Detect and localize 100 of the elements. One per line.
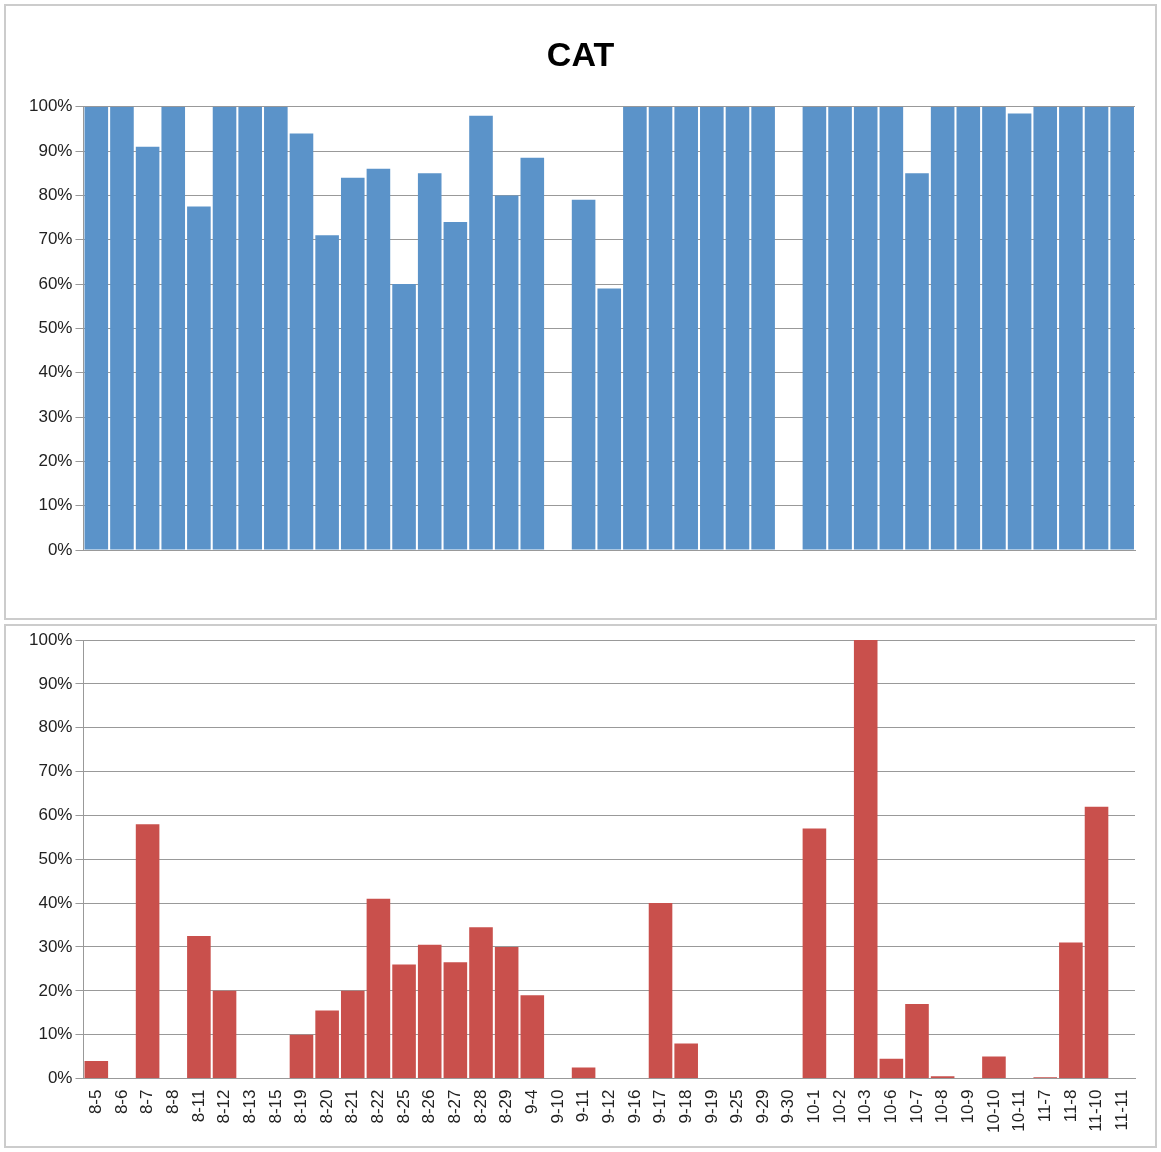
x-tick-label: 8-27 (445, 1089, 465, 1124)
y-tick-label: 10% (38, 495, 73, 515)
y-tick-label: 80% (38, 717, 73, 737)
bar (597, 288, 622, 550)
x-tick-label: 10-3 (855, 1089, 875, 1124)
x-tick-label: 8-20 (316, 1089, 336, 1124)
bar (340, 990, 365, 1079)
bar (982, 1056, 1006, 1079)
bar (905, 1003, 929, 1079)
x-tick-label: 11-8 (1060, 1089, 1080, 1123)
bar (1033, 106, 1058, 550)
x-tick-label: 10-7 (906, 1089, 926, 1124)
bar (674, 106, 698, 550)
bar (469, 115, 493, 550)
bar (700, 106, 724, 550)
y-tick-label: 100% (29, 96, 73, 116)
x-tick-label: 10-8 (932, 1089, 952, 1124)
bar (84, 1060, 109, 1079)
x-tick-label: 9-12 (598, 1089, 618, 1124)
bar (956, 106, 981, 550)
bar (392, 284, 416, 550)
x-tick-label: 9-16 (624, 1089, 644, 1124)
y-tick-label: 90% (38, 673, 73, 693)
bar (187, 936, 211, 1079)
x-tick-label: 9-25 (727, 1089, 747, 1124)
y-tick-label: 20% (38, 451, 73, 471)
x-tick-label: 8-28 (470, 1089, 490, 1124)
y-tick-label: 20% (38, 980, 73, 1000)
y-tick-label: 80% (38, 185, 73, 205)
y-tick-label: 30% (38, 936, 73, 956)
bar (289, 133, 314, 550)
x-tick-label: 10-6 (881, 1089, 901, 1124)
bar (1007, 113, 1032, 550)
x-tick-label: 8-15 (265, 1089, 285, 1124)
bar (289, 1034, 314, 1079)
bar (340, 177, 365, 550)
bar (469, 927, 493, 1079)
x-tick-label: 10-2 (829, 1089, 849, 1124)
bar (520, 995, 545, 1079)
x-tick-label: 8-11 (188, 1089, 208, 1123)
x-tick-label: 8-12 (214, 1089, 234, 1124)
x-tick-label: 8-25 (393, 1089, 413, 1124)
x-tick-label: 10-9 (957, 1089, 977, 1124)
bar (930, 106, 955, 550)
bar (366, 898, 391, 1079)
x-tick-label: 9-19 (701, 1089, 721, 1124)
bar (623, 106, 647, 550)
bar (264, 106, 288, 550)
bar (1084, 106, 1109, 550)
bar (520, 157, 545, 550)
y-tick-label: 60% (38, 273, 73, 293)
bar (571, 199, 596, 550)
y-tick-label: 90% (38, 140, 73, 160)
bar (135, 824, 160, 1079)
y-tick-label: 10% (38, 1024, 73, 1044)
bar (853, 640, 878, 1079)
x-tick-label: 8-26 (419, 1089, 439, 1124)
x-tick-label: 9-11 (573, 1089, 593, 1123)
bar (161, 106, 186, 550)
x-tick-label: 8-22 (368, 1089, 388, 1124)
bar (879, 1058, 904, 1079)
x-tick-label: 10-1 (804, 1089, 824, 1124)
bar (417, 944, 442, 1079)
bar (1110, 106, 1134, 550)
y-tick-label: 60% (38, 805, 73, 825)
bar (1059, 942, 1083, 1079)
bar (315, 1010, 339, 1079)
x-tick-label: 9-18 (675, 1089, 695, 1124)
bar (802, 106, 827, 550)
x-tick-label: 8-7 (137, 1089, 157, 1115)
bar (905, 173, 929, 550)
bar (417, 173, 442, 550)
bar (494, 195, 519, 550)
bar (853, 106, 878, 550)
bar (571, 1067, 596, 1079)
bar (879, 106, 904, 550)
x-tick-label: 9-29 (752, 1089, 772, 1124)
bar (828, 106, 852, 550)
bar (648, 903, 673, 1079)
chart-title: CAT (546, 34, 615, 73)
bar (238, 106, 262, 550)
x-tick-label: 8-8 (162, 1089, 182, 1115)
bar (674, 1043, 698, 1079)
x-tick-label: 9-17 (650, 1089, 670, 1124)
bar (366, 168, 391, 550)
y-tick-label: 50% (38, 318, 73, 338)
bar (648, 106, 673, 550)
bar (212, 990, 237, 1079)
bar (1084, 806, 1109, 1079)
y-tick-label: 70% (38, 229, 73, 249)
y-tick-label: 40% (38, 362, 73, 382)
x-tick-label: 9-30 (778, 1089, 798, 1124)
y-tick-label: 0% (47, 1068, 73, 1088)
x-tick-label: 11-10 (1086, 1089, 1106, 1132)
x-tick-label: 8-13 (239, 1089, 259, 1124)
x-tick-label: 9-4 (521, 1089, 541, 1115)
bar (212, 106, 237, 550)
x-tick-label: 8-21 (342, 1089, 362, 1124)
y-tick-label: 40% (38, 892, 73, 912)
x-tick-label: 10-11 (1009, 1089, 1029, 1132)
